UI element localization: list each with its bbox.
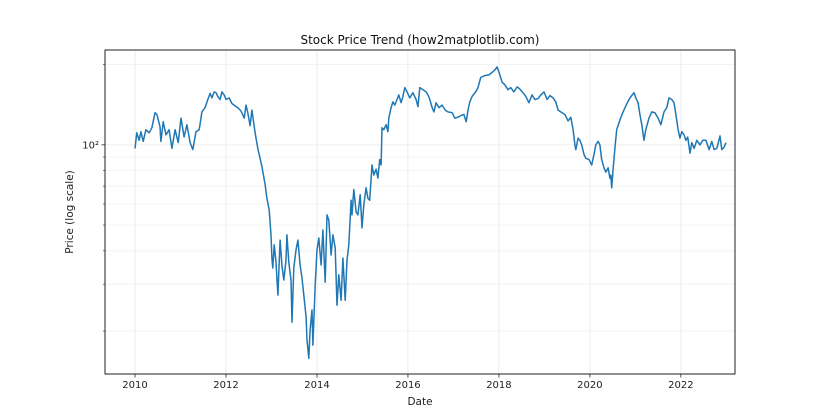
x-axis-label: Date <box>407 396 432 408</box>
y-axis-label: Price (log scale) <box>64 170 76 254</box>
x-tick-label: 2010 <box>122 380 147 391</box>
axes-frame <box>104 49 736 375</box>
x-tick-label: 2012 <box>213 380 238 391</box>
ticks: 2010 2012 2014 2016 2018 2020 2022 10² <box>82 64 694 391</box>
x-tick-label: 2020 <box>577 380 602 391</box>
y-tick-label: 10² <box>82 140 99 151</box>
chart-title: Stock Price Trend (how2matplotlib.com) <box>300 33 539 47</box>
x-tick-label: 2022 <box>668 380 693 391</box>
x-tick-label: 2016 <box>395 380 420 391</box>
price-series-line <box>134 66 727 360</box>
grid <box>105 50 735 374</box>
x-tick-label: 2014 <box>304 380 329 391</box>
x-tick-label: 2018 <box>486 380 511 391</box>
series-layer <box>134 66 727 360</box>
